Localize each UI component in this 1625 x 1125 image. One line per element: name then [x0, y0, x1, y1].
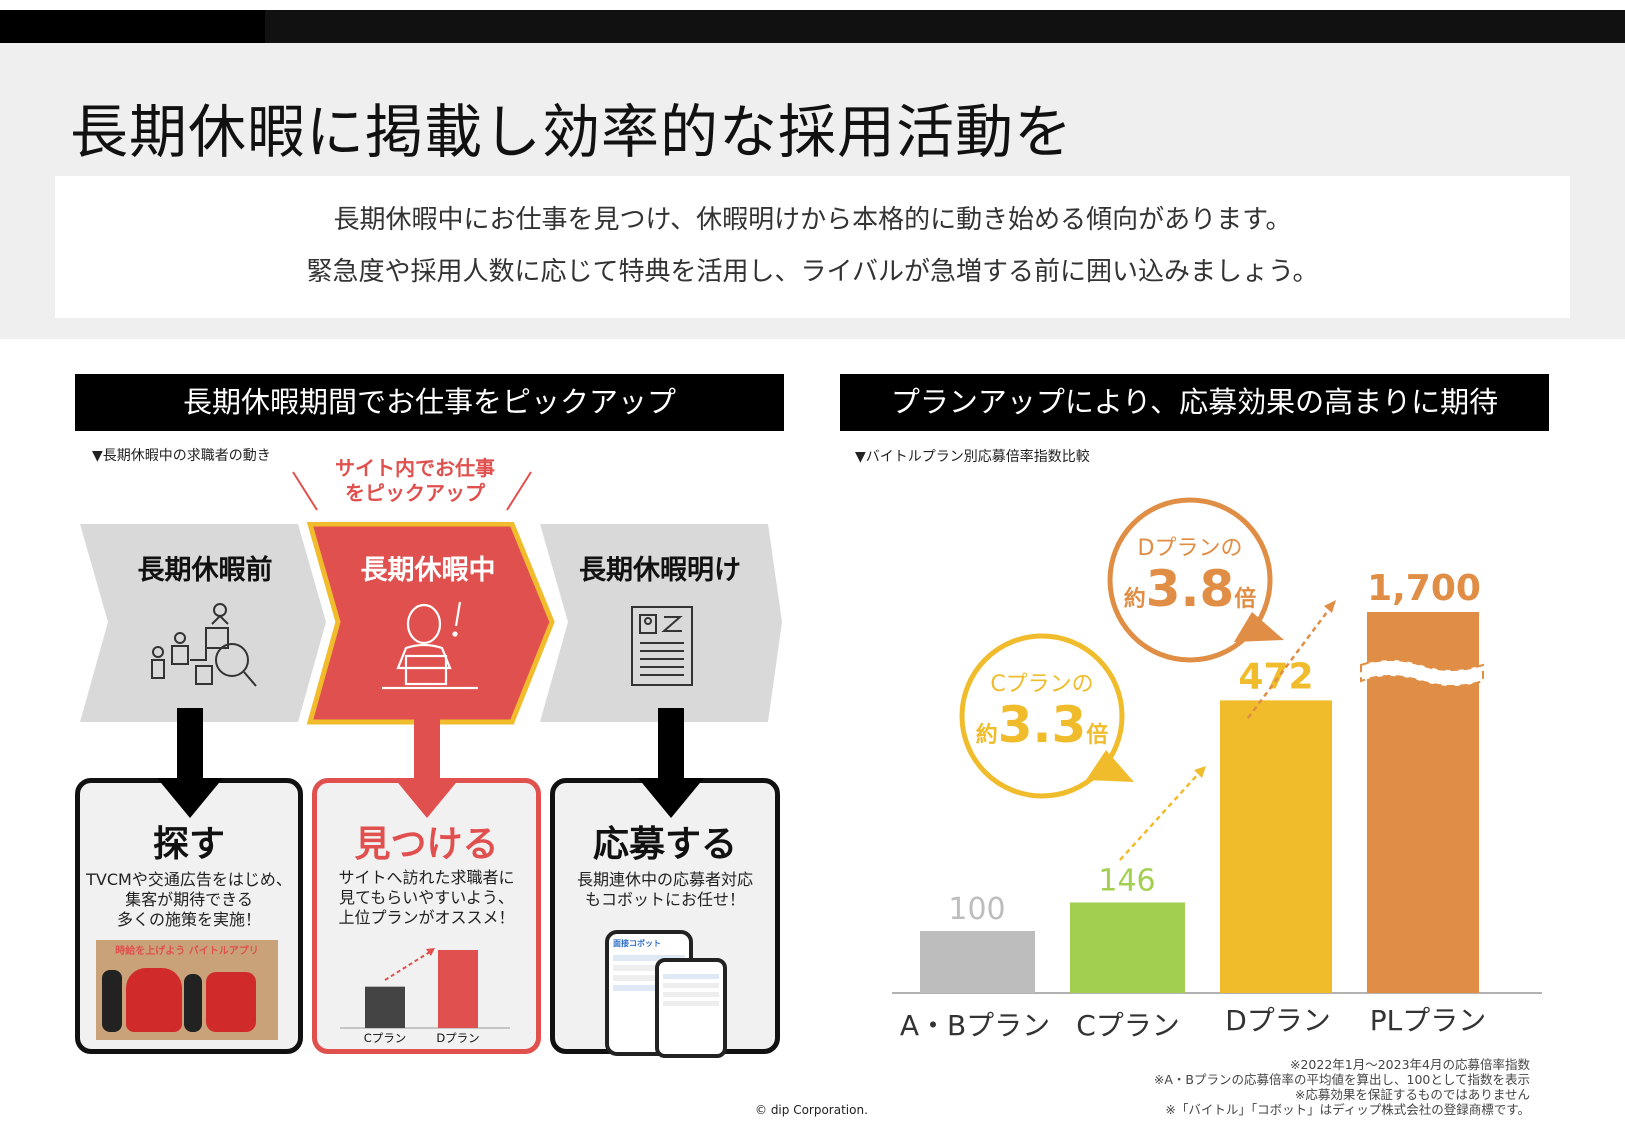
- bubble-d-suffix: 倍: [1234, 587, 1257, 612]
- right-note: ▼バイトルプラン別応募倍率指数比較: [855, 449, 1090, 465]
- chevron-after: [540, 524, 782, 722]
- card-apply-title: 応募する: [592, 824, 737, 865]
- bar-c-plan: [1070, 902, 1185, 993]
- bar-ab-plan: [920, 931, 1035, 993]
- mini-label-c: Cプラン: [363, 1031, 407, 1045]
- chevron-during: [306, 522, 555, 725]
- card-find: [312, 778, 541, 1054]
- top-bar-accent: [0, 10, 265, 43]
- bar-d-plan: [1220, 700, 1332, 993]
- card-find-title: 見つける: [354, 824, 499, 865]
- footnote-3: ※応募効果を保証するものではありません: [1294, 1087, 1530, 1102]
- arrow-down-black-1: [157, 708, 223, 818]
- pickup-callout: サイト内でお仕事 をピックアップ: [300, 456, 530, 506]
- left-section-header: 長期休暇期間でお仕事をピックアップ: [75, 374, 784, 431]
- bubble-d-prefix: 約: [1123, 587, 1146, 612]
- value-label-d: 472: [1238, 656, 1313, 697]
- job-search-flow-icon: [151, 603, 257, 687]
- bubble-d-value: 約3.8倍: [1100, 560, 1280, 618]
- card-search-line-3: 多くの施策を実施！: [116, 910, 261, 929]
- page-title: 長期休暇に掲載し効率的な採用活動を: [70, 98, 1074, 166]
- axis-break-mark: [1360, 659, 1484, 687]
- card-search-text: TVCMや交通広告をはじめ、 集客が期待できる 多くの施策を実施！: [80, 870, 298, 930]
- card-apply: [550, 778, 780, 1054]
- bubble-c-suffix: 倍: [1086, 723, 1109, 748]
- plan-index-chart: 100 146 472 1,700 A・Bプラン Cプラン Dプラン PLプラン: [892, 497, 1542, 1042]
- footnote-1: ※2022年1月〜2023年4月の応募倍率指数: [1289, 1057, 1530, 1072]
- category-label-ab: A・Bプラン: [900, 1009, 1050, 1042]
- callout-strokes: [292, 471, 532, 511]
- pickup-callout-line-1: サイト内でお仕事: [335, 456, 495, 480]
- photo-caption: 時給を上げよう バイトルアプリ: [115, 946, 259, 957]
- person-at-laptop-icon: [382, 601, 478, 690]
- category-label-pl: PLプラン: [1370, 1004, 1487, 1037]
- arrow-down-black-2: [638, 708, 704, 818]
- bubble-c-prefix: 約: [975, 723, 998, 748]
- card-search-title: 探す: [152, 824, 225, 865]
- resume-document-icon: [631, 606, 693, 686]
- bubble-d-number: 3.8: [1145, 560, 1235, 618]
- value-label-c: 146: [1098, 863, 1155, 898]
- card-find-line-3: 上位プランがオススメ！: [338, 908, 515, 927]
- trend-arrow-c: [1119, 771, 1201, 861]
- footnote-4: ※「バイトル」「コボット」はディップ株式会社の登録商標です。: [1165, 1102, 1530, 1117]
- smartphone-second: [655, 958, 727, 1058]
- category-label-c: Cプラン: [1076, 1009, 1180, 1042]
- value-label-ab: 100: [948, 892, 1005, 927]
- stage-label-during: 長期休暇中: [360, 555, 496, 586]
- tv-commercial-photo: 時給を上げよう バイトルアプリ: [96, 940, 278, 1040]
- left-note: ▼長期休暇中の求職者の動き: [92, 448, 271, 464]
- stage-label-after: 長期休暇明け: [579, 555, 741, 586]
- right-section-header: プランアップにより、応募効果の高まりに期待: [840, 374, 1549, 431]
- bubble-d-line1: Dプランの: [1137, 536, 1243, 561]
- card-apply-line-2: もコボットにお任せ！: [584, 890, 745, 909]
- mini-bar-c: [365, 986, 405, 1028]
- card-apply-text: 長期連休中の応募者対応 もコボットにお任せ！: [555, 870, 775, 910]
- intro-line-2: 緊急度や採用人数に応じて特典を活用し、ライバルが急増する前に囲い込みましょう。: [306, 257, 1319, 287]
- arrow-down-red: [394, 708, 460, 818]
- bubble-d: [1107, 497, 1273, 663]
- bubble-c-number: 3.3: [997, 696, 1087, 754]
- card-find-line-2: 見てもらいやすいよう、: [339, 888, 514, 907]
- stage-chevrons: [80, 522, 782, 725]
- footnote-2: ※A・Bプランの応募倍率の平均値を算出し、100として指数を表示: [1153, 1072, 1530, 1087]
- card-apply-line-1: 長期連休中の応募者対応: [576, 870, 753, 889]
- bubble-c-line1: Cプランの: [990, 672, 1094, 697]
- copyright: © dip Corporation.: [755, 1103, 868, 1117]
- bubble-c-value: 約3.3倍: [952, 696, 1132, 754]
- top-bar: [0, 10, 1625, 43]
- card-find-text: サイトへ訪れた求職者に 見てもらいやすいよう、 上位プランがオススメ！: [317, 868, 536, 928]
- card-search-line-2: 集客が期待できる: [125, 890, 253, 909]
- intro-box: 長期休暇中にお仕事を見つけ、休暇明けから本格的に動き始める傾向があります。 緊急…: [55, 176, 1570, 318]
- mini-bar-chart: [340, 948, 510, 1029]
- card-find-line-1: サイトへ訪れた求職者に: [338, 868, 515, 887]
- trend-arrow-d: [1246, 607, 1332, 719]
- mini-bar-d: [438, 950, 478, 1028]
- chevron-before: [80, 524, 326, 722]
- category-label-d: Dプラン: [1225, 1004, 1331, 1037]
- pickup-callout-line-2: をピックアップ: [345, 481, 485, 505]
- stage-label-before: 長期休暇前: [137, 555, 273, 586]
- phone-app-label: 面接コボット: [613, 939, 661, 948]
- bubble-c: [959, 633, 1125, 799]
- mini-label-d: Dプラン: [436, 1031, 480, 1045]
- card-search-line-1: TVCMや交通広告をはじめ、: [86, 870, 292, 889]
- value-label-pl: 1,700: [1367, 568, 1481, 609]
- intro-line-1: 長期休暇中にお仕事を見つけ、休暇明けから本格的に動き始める傾向があります。: [333, 205, 1292, 235]
